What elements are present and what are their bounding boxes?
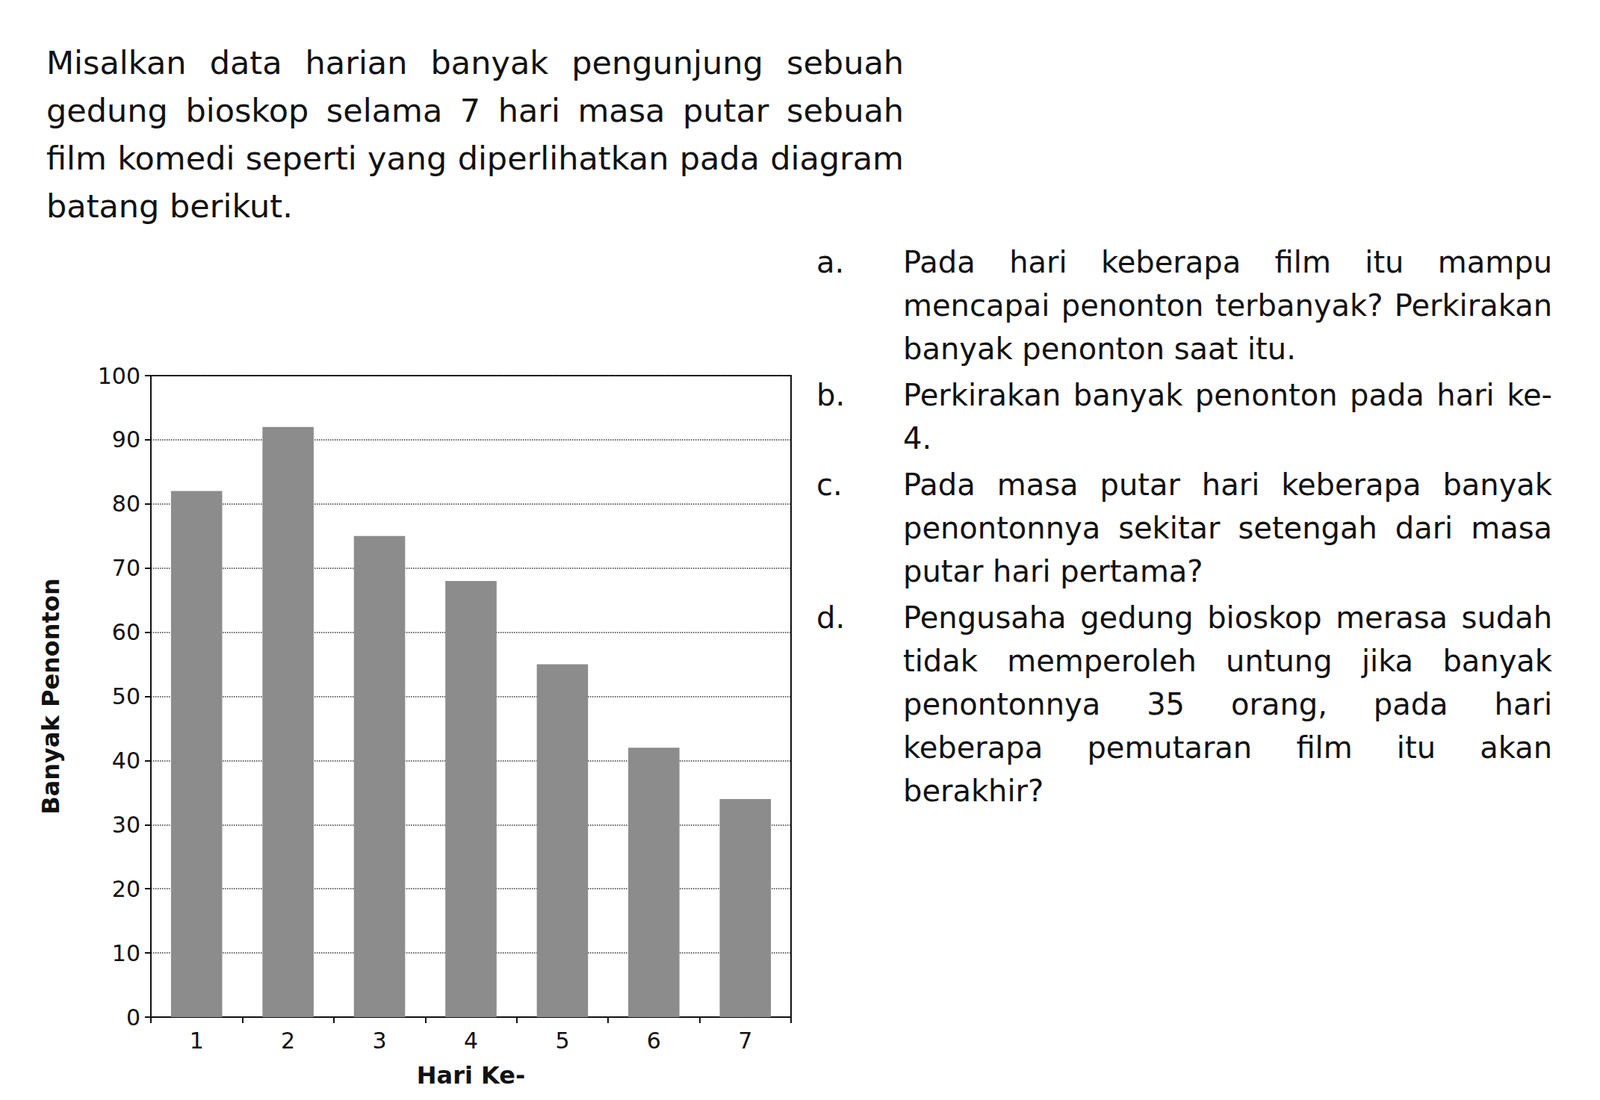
svg-text:1: 1 <box>189 1027 204 1054</box>
svg-text:60: 60 <box>112 619 141 646</box>
svg-text:7: 7 <box>738 1027 753 1054</box>
svg-text:Banyak Penonton: Banyak Penonton <box>36 578 65 815</box>
svg-text:50: 50 <box>112 683 141 710</box>
svg-text:5: 5 <box>554 1027 570 1054</box>
html-text:Misalkan data harian banyak pe: Misalkan data harian banyak pengunjung s… <box>46 44 904 225</box>
html-text:Perkirakan banyak penonton pad: Perkirakan banyak penonton pada hari ke-… <box>903 377 1553 456</box>
html-text:b.: b. <box>816 377 845 413</box>
svg-text:3: 3 <box>372 1027 387 1054</box>
svg-text:80: 80 <box>112 490 141 517</box>
svg-text:0: 0 <box>126 1004 141 1031</box>
svg-text:100: 100 <box>97 363 141 390</box>
html-text:Pada hari keberapa film itu ma: Pada hari keberapa film itu mampu mencap… <box>903 245 1553 367</box>
html-text:a.: a. <box>816 245 845 280</box>
svg-text:90: 90 <box>112 426 141 453</box>
html-text:Pada masa putar hari keberapa: Pada masa putar hari keberapa banyak pen… <box>903 467 1553 589</box>
svg-text:70: 70 <box>112 554 141 582</box>
svg-text:10: 10 <box>112 940 141 967</box>
html-text:c.: c. <box>816 467 843 502</box>
svg-text:4: 4 <box>463 1027 479 1054</box>
html-text:Pengusaha gedung bioskop meras: Pengusaha gedung bioskop merasa sudah ti… <box>903 600 1553 809</box>
html-text:d.: d. <box>816 600 845 635</box>
svg-text:30: 30 <box>112 811 141 839</box>
svg-text:Hari Ke-: Hari Ke- <box>416 1061 526 1090</box>
svg-text:2: 2 <box>280 1027 296 1054</box>
svg-text:6: 6 <box>646 1027 662 1054</box>
svg-text:20: 20 <box>112 876 141 903</box>
svg-text:40: 40 <box>112 747 141 774</box>
